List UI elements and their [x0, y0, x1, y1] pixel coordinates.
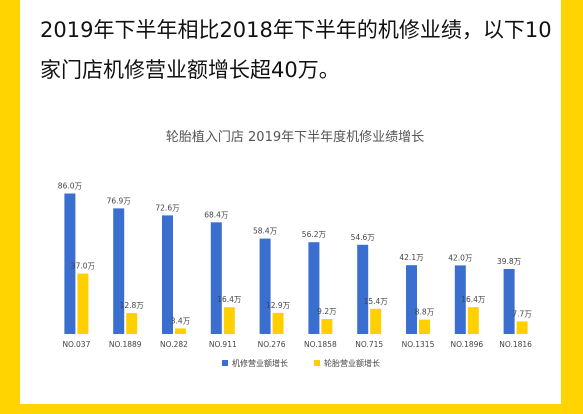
data-label: 15.4万: [364, 297, 389, 306]
x-tick-label: NO.1816: [499, 340, 532, 349]
bar-tire: [77, 273, 89, 334]
data-label: 56.2万: [302, 230, 327, 239]
bar-tire: [223, 307, 235, 334]
data-label: 16.4万: [461, 295, 486, 304]
data-label: 7.7万: [512, 309, 532, 318]
bar-chart: 轮胎植入门店 2019年下半年度机修业绩增长 86.0万 37.0万 76.9万 12…: [58, 129, 533, 368]
chart-title: 轮胎植入门店 2019年下半年度机修业绩增长: [166, 129, 424, 145]
data-label: 42.0万: [448, 253, 473, 262]
x-tick-label: NO.911: [209, 340, 237, 349]
x-tick-labels-group: NO.037 NO.1889 NO.282 NO.911 NO.276 NO.1858 NO…: [62, 340, 532, 349]
x-tick-label: NO.276: [258, 340, 286, 349]
legend-swatch: [314, 360, 320, 366]
legend-swatch: [222, 360, 228, 366]
bar-repair: [454, 265, 466, 334]
data-label: 86.0万: [58, 182, 83, 191]
data-label: 58.4万: [253, 227, 278, 236]
data-label: 76.9万: [107, 196, 132, 205]
data-label: 12.9万: [266, 301, 291, 310]
bar-tire: [321, 319, 333, 334]
data-label: 8.8万: [415, 308, 435, 317]
data-label: 72.6万: [155, 203, 180, 212]
headline: 2019年下半年相比2018年下半年的机修业绩，以下10家门店机修营业额增长超4…: [40, 18, 552, 82]
data-label: 54.6万: [351, 233, 376, 242]
data-label: 3.4万: [171, 316, 191, 325]
data-label: 16.4万: [217, 295, 242, 304]
x-tick-label: NO.037: [62, 340, 90, 349]
bar-repair: [503, 269, 515, 334]
data-label: 12.8万: [120, 301, 145, 310]
legend: 机修营业额增长 轮胎营业额增长: [222, 358, 380, 368]
bar-repair: [259, 238, 271, 334]
bar-tire: [272, 312, 284, 334]
x-tick-label: NO.1889: [109, 340, 142, 349]
bar-repair: [113, 208, 125, 334]
legend-label: 机修营业额增长: [232, 358, 288, 368]
data-label: 42.1万: [399, 253, 424, 262]
data-label: 39.8万: [497, 257, 522, 266]
x-tick-label: NO.1858: [304, 340, 337, 349]
bar-repair: [357, 244, 369, 334]
data-label: 37.0万: [71, 262, 96, 271]
bar-repair: [64, 193, 76, 334]
x-tick-label: NO.1315: [402, 340, 435, 349]
chart-container: 轮胎植入门店 2019年下半年度机修业绩增长 86.0万 37.0万 76.9万 12…: [40, 117, 550, 402]
bar-tire: [419, 319, 430, 334]
data-label: 68.4万: [204, 210, 229, 219]
x-tick-label: NO.1896: [450, 340, 483, 349]
legend-label: 轮胎营业额增长: [324, 358, 380, 368]
data-labels-group: 86.0万 37.0万 76.9万 12.8万 72.6万 3.4万 68.4万 16.4万 5…: [58, 182, 533, 326]
bar-tire: [126, 313, 138, 334]
bars-group: [64, 193, 528, 334]
x-tick-label: NO.282: [160, 340, 188, 349]
bar-tire: [175, 328, 186, 334]
data-label: 9.2万: [317, 307, 337, 316]
bar-repair: [162, 215, 173, 334]
x-tick-label: NO.715: [355, 340, 383, 349]
bar-repair: [308, 242, 320, 334]
bar-tire: [516, 321, 528, 334]
bar-repair: [210, 222, 222, 334]
bar-repair: [406, 265, 417, 334]
bar-tire: [370, 308, 382, 334]
bar-tire: [467, 307, 479, 334]
